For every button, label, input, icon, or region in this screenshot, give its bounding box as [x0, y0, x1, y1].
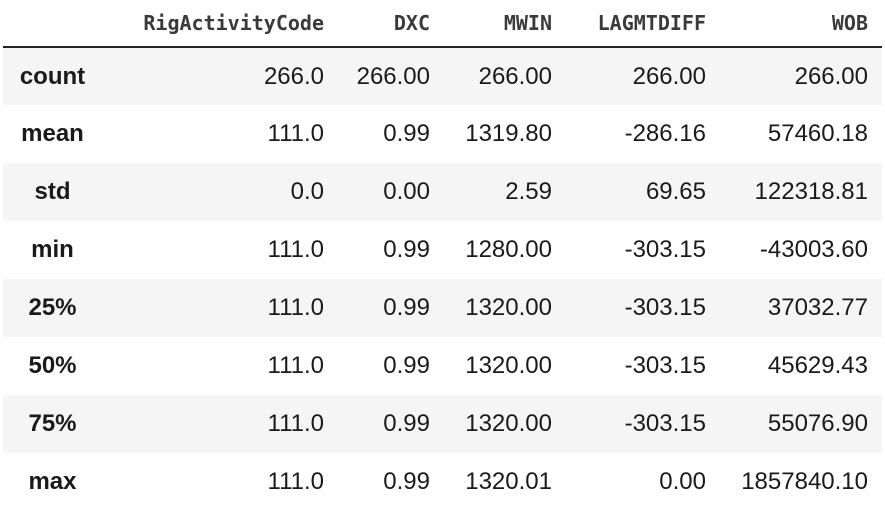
table-cell: 266.00	[794, 62, 868, 90]
row-label: 25%	[28, 294, 77, 321]
table-cell: -43003.60	[759, 236, 868, 263]
table-cell: 111.0	[267, 352, 325, 379]
table-row: mean 111.0 0.99 1319.80 -286.16 57460.18	[3, 105, 882, 163]
table-cell: 0.99	[383, 352, 430, 379]
table-row: std 0.0 0.00 2.59 69.65 122318.81	[3, 163, 882, 221]
row-label: min	[31, 236, 74, 263]
table-cell: 57460.18	[767, 120, 868, 147]
table-row: max 111.0 0.99 1320.01 0.00 1857840.10	[3, 453, 882, 511]
table-row: 75% 111.0 0.99 1320.00 -303.15 55076.90	[3, 395, 882, 453]
table-row: 25% 111.0 0.99 1320.00 -303.15 37032.77	[3, 279, 882, 337]
row-label: max	[28, 468, 77, 495]
table-cell: 0.99	[383, 236, 430, 263]
table-cell: 1320.00	[465, 410, 552, 437]
table-cell: 266.00	[632, 62, 706, 90]
table-cell: 1280.00	[465, 236, 552, 263]
table-body: count 266.0 266.00 266.00 266.00 266.00 …	[3, 47, 882, 511]
table-cell: 0.99	[383, 410, 430, 437]
table-cell: 37032.77	[767, 294, 868, 321]
column-header-dxc: DXC	[338, 0, 444, 48]
table-cell: 69.65	[645, 178, 706, 205]
table-row: count 266.0 266.00 266.00 266.00 266.00	[3, 47, 882, 105]
table-cell: 0.99	[383, 120, 430, 147]
table-cell: 266.00	[356, 62, 430, 90]
index-header	[3, 0, 102, 48]
row-label: 50%	[28, 352, 77, 379]
column-header-wob: WOB	[720, 0, 882, 48]
row-label: count	[19, 62, 86, 90]
table-cell: 1320.01	[465, 468, 552, 495]
table-cell: -303.15	[624, 410, 706, 437]
table-cell: 1320.00	[465, 294, 552, 321]
table-cell: 111.0	[267, 410, 325, 437]
table-cell: -303.15	[624, 294, 706, 321]
table-cell: 2.59	[505, 178, 552, 205]
table-row: min 111.0 0.99 1280.00 -303.15 -43003.60	[3, 221, 882, 279]
table-cell: 55076.90	[767, 410, 868, 437]
table-cell: 0.99	[383, 468, 430, 495]
row-label: mean	[21, 120, 84, 147]
table-cell: 266.00	[478, 62, 552, 90]
table-header: RigActivityCode DXC MWIN LAGMTDIFF WOB	[3, 0, 882, 48]
table-cell: 0.00	[383, 178, 430, 205]
table-cell: -303.15	[624, 236, 706, 263]
table-cell: 1319.80	[465, 120, 552, 147]
table-cell: 1857840.10	[741, 468, 868, 495]
row-label: std	[34, 178, 71, 205]
table-cell: 0.99	[383, 294, 430, 321]
table-cell: 45629.43	[767, 352, 868, 379]
table-row: 50% 111.0 0.99 1320.00 -303.15 45629.43	[3, 337, 882, 395]
table-cell: 111.0	[267, 120, 325, 147]
dataframe-output: RigActivityCode DXC MWIN LAGMTDIFF WOB c…	[3, 0, 882, 511]
describe-table: RigActivityCode DXC MWIN LAGMTDIFF WOB c…	[3, 0, 882, 511]
column-header-lagmtdiff: LAGMTDIFF	[566, 0, 720, 48]
table-cell: 0.00	[659, 468, 706, 495]
table-cell: 1320.00	[465, 352, 552, 379]
table-cell: 111.0	[267, 468, 325, 495]
column-header-mwin: MWIN	[444, 0, 566, 48]
table-cell: 122318.81	[754, 178, 868, 205]
table-cell: 111.0	[267, 294, 325, 321]
header-row: RigActivityCode DXC MWIN LAGMTDIFF WOB	[3, 0, 882, 48]
column-header-rigactivitycode: RigActivityCode	[102, 0, 338, 48]
table-cell: 111.0	[267, 236, 325, 263]
table-cell: 266.0	[263, 62, 324, 90]
table-cell: 0.0	[290, 178, 324, 205]
row-label: 75%	[28, 410, 77, 437]
table-cell: -286.16	[624, 120, 706, 147]
table-cell: -303.15	[624, 352, 706, 379]
